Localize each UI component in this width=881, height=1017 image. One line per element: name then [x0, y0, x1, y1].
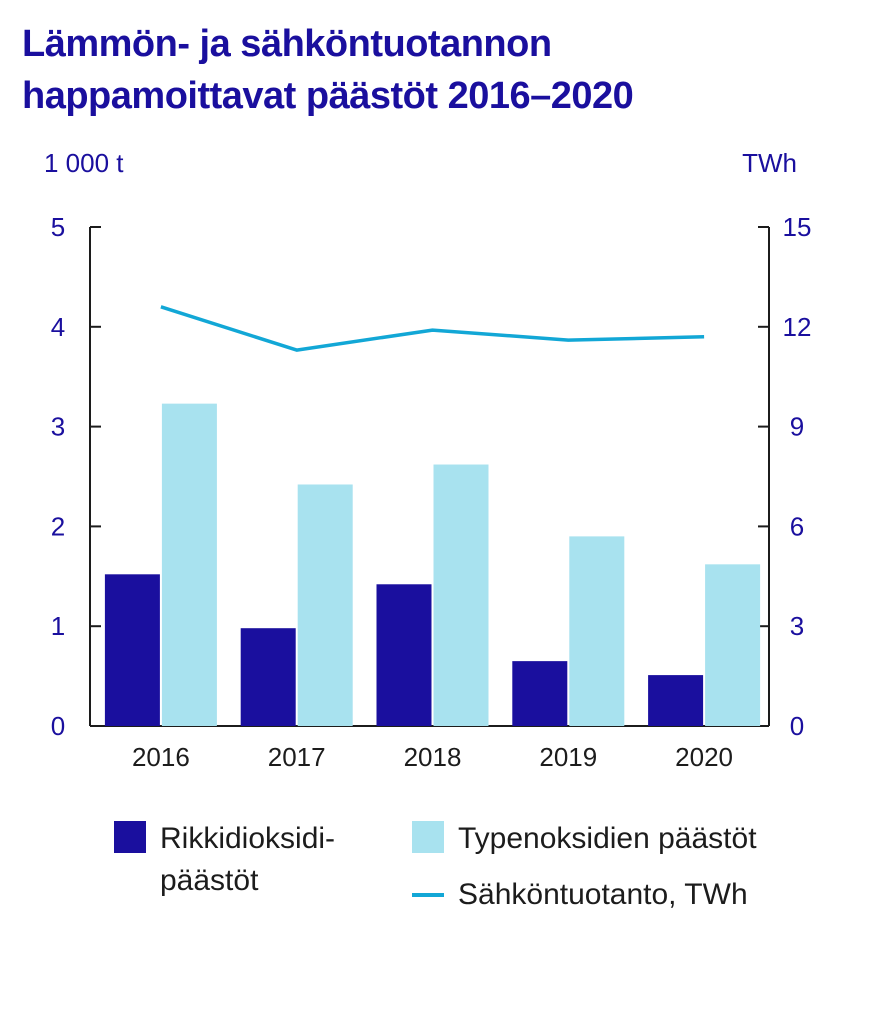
right-tick-label: 9 — [790, 412, 804, 442]
right-tick-label: 6 — [790, 511, 804, 541]
x-tick-label-2019: 2019 — [539, 742, 597, 772]
legend-swatch-sulfur-dioxide — [114, 821, 146, 853]
x-tick-label-2016: 2016 — [132, 742, 190, 772]
right-tick-label: 0 — [790, 711, 804, 741]
legend-swatch-nitrogen-oxides — [412, 821, 444, 853]
bar-sulfur-dioxide-2018 — [376, 584, 432, 726]
left-tick-label: 1 — [51, 611, 65, 641]
bar-nitrogen-oxides-2018 — [433, 464, 489, 726]
x-tick-label-2017: 2017 — [268, 742, 326, 772]
right-axis-unit-label: TWh — [742, 148, 797, 178]
x-tick-label-2020: 2020 — [675, 742, 733, 772]
chart-title: Lämmön- ja sähköntuotannon happamoittava… — [22, 18, 862, 122]
legend-label-sulfur-dioxide: Rikkidioksidi- päästöt — [160, 818, 335, 902]
legend-label-sulfur-dioxide-line-1: Rikkidioksidi- — [160, 822, 336, 855]
bar-nitrogen-oxides-2019 — [569, 536, 625, 726]
bar-sulfur-dioxide-2016 — [104, 574, 160, 726]
chart-title-line-1: Lämmön- ja sähköntuotannon — [22, 23, 552, 65]
left-tick-label: 3 — [51, 412, 65, 442]
left-axis-unit-label: 1 000 t — [44, 148, 124, 178]
bar-sulfur-dioxide-2020 — [648, 675, 704, 726]
right-tick-label: 15 — [783, 212, 812, 242]
bar-sulfur-dioxide-2019 — [512, 661, 568, 726]
legend-label-electricity-production: Sähköntuotanto, TWh — [458, 878, 748, 911]
line-series — [160, 305, 705, 352]
left-tick-label: 5 — [51, 212, 65, 242]
bar-nitrogen-oxides-2020 — [705, 564, 761, 726]
x-tick-label-2018: 2018 — [404, 742, 462, 772]
left-tick-label: 2 — [51, 511, 65, 541]
legend-swatch-electricity-production — [412, 893, 444, 897]
legend-label-nitrogen-oxides: Typenoksidien päästöt — [458, 822, 757, 855]
right-tick-label: 12 — [783, 312, 812, 342]
bar-nitrogen-oxides-2017 — [297, 484, 353, 726]
right-tick-label: 3 — [790, 611, 804, 641]
bars — [104, 403, 761, 726]
bar-sulfur-dioxide-2017 — [240, 628, 296, 726]
left-tick-label: 0 — [51, 711, 65, 741]
chart-title-line-2: happamoittavat päästöt 2016–2020 — [22, 75, 634, 117]
legend-label-sulfur-dioxide-line-2: päästöt — [160, 864, 259, 897]
left-tick-label: 4 — [51, 312, 65, 342]
line-electricity-production — [160, 305, 705, 352]
bar-nitrogen-oxides-2016 — [161, 403, 217, 726]
